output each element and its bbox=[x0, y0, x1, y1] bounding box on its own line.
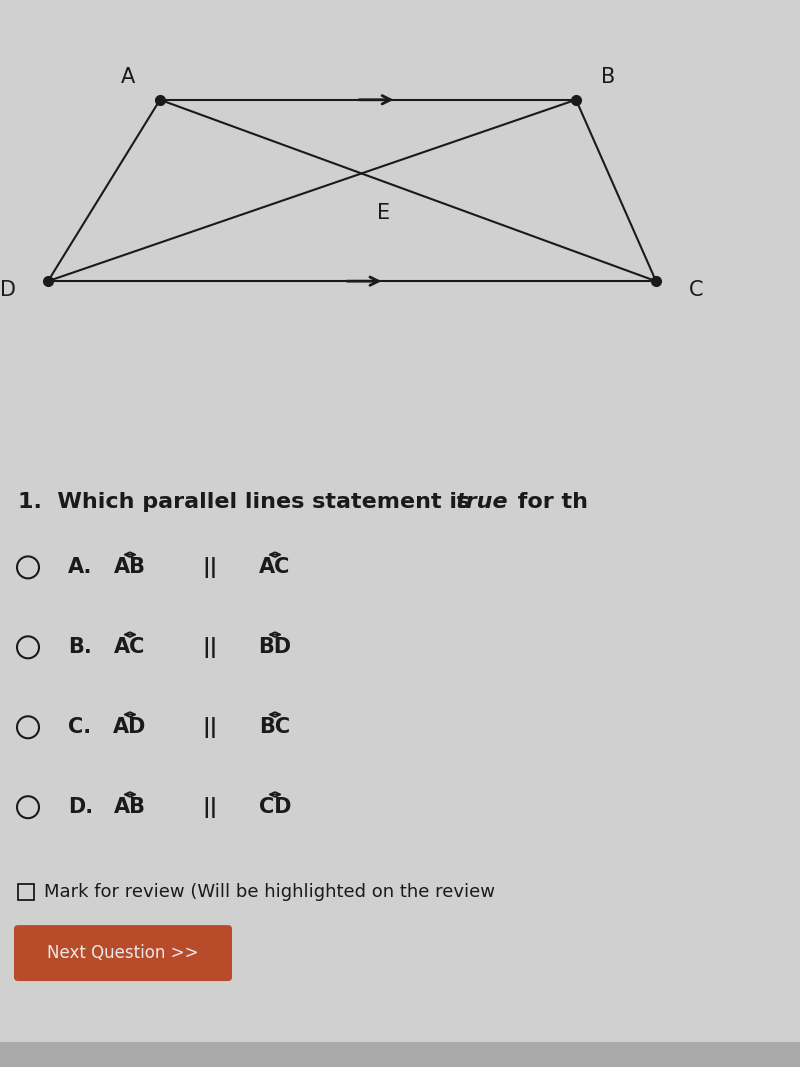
FancyBboxPatch shape bbox=[14, 925, 232, 981]
Text: Next Question >>: Next Question >> bbox=[47, 944, 199, 962]
Bar bbox=[0, 1042, 800, 1067]
Text: for th: for th bbox=[510, 493, 588, 512]
Text: C: C bbox=[689, 281, 703, 300]
Text: ||: || bbox=[202, 717, 218, 737]
Bar bbox=[18, 885, 34, 901]
Text: A.: A. bbox=[68, 557, 92, 577]
Text: C.: C. bbox=[68, 717, 91, 737]
Text: ||: || bbox=[202, 637, 218, 658]
Text: B: B bbox=[601, 67, 615, 87]
Text: CD: CD bbox=[258, 797, 291, 817]
Text: D: D bbox=[0, 281, 16, 300]
Text: AB: AB bbox=[114, 557, 146, 577]
Text: E: E bbox=[378, 203, 390, 223]
Text: AD: AD bbox=[114, 717, 146, 737]
Text: D.: D. bbox=[68, 797, 93, 817]
Text: A: A bbox=[121, 67, 135, 87]
Text: true: true bbox=[455, 493, 508, 512]
Text: ||: || bbox=[202, 797, 218, 817]
Text: AC: AC bbox=[259, 557, 290, 577]
Text: BC: BC bbox=[259, 717, 290, 737]
Text: ||: || bbox=[202, 557, 218, 578]
Text: BD: BD bbox=[258, 637, 291, 657]
Text: 1.  Which parallel lines statement is: 1. Which parallel lines statement is bbox=[18, 493, 478, 512]
Text: AB: AB bbox=[114, 797, 146, 817]
Text: AC: AC bbox=[114, 637, 146, 657]
Text: B.: B. bbox=[68, 637, 92, 657]
Text: Mark for review (Will be highlighted on the review: Mark for review (Will be highlighted on … bbox=[44, 883, 495, 902]
